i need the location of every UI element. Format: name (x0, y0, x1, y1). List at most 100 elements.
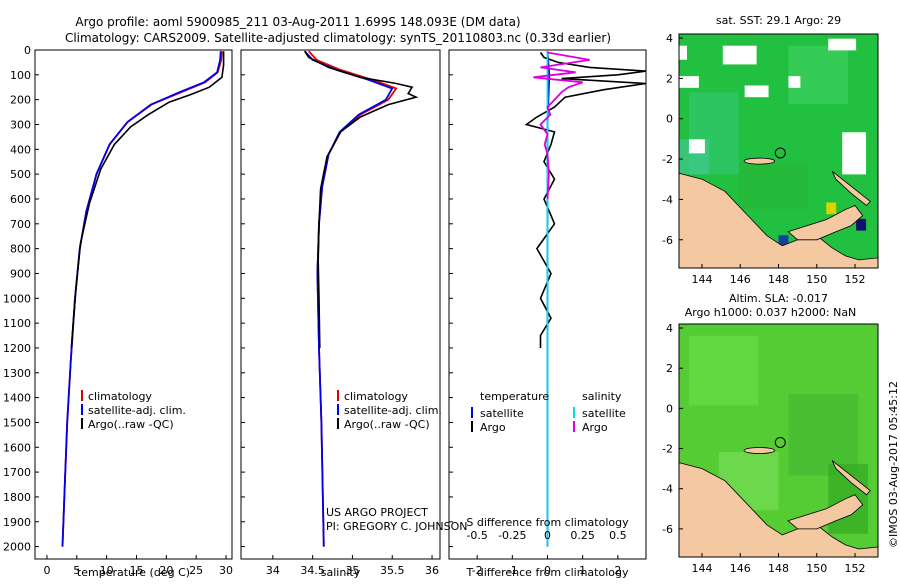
salinity-profile-panel: 34 34.5 35 35.5 36 salinity climatologysatelli… (240, 49, 442, 579)
legend-label: satellite (582, 407, 626, 420)
land-new-ireland (831, 170, 871, 207)
map-x-tick-label: 152 (845, 273, 866, 286)
pi-label: PI: GREGORY C. JOHNSON (326, 520, 467, 533)
map-x-tick-label: 146 (730, 562, 751, 575)
x-tick-label-T: -2 (472, 564, 483, 577)
y-tick-label: 1600 (3, 441, 31, 454)
legend-header-salinity: salinity (582, 390, 622, 403)
legend-label: satellite (480, 407, 524, 420)
map-x-tick-label: 144 (691, 562, 712, 575)
temperature-profile-series-2 (70, 51, 225, 349)
y-tick-label: 900 (10, 267, 31, 280)
field-patch (688, 335, 759, 406)
x-tick-label: 35 (345, 564, 359, 577)
difference-profile-panel: -2 -1 0 1 2 -0.5 -0.25 0 0.25 0.5S difference fro… (448, 49, 647, 579)
legend-label: Argo (480, 421, 506, 434)
map-x-tick-label: 148 (768, 273, 789, 286)
x-tick-label: 0 (43, 564, 50, 577)
map-x-tick-label: 152 (845, 562, 866, 575)
x-tick-label: 30 (219, 564, 233, 577)
legend-header-temperature: temperature (480, 390, 549, 403)
map-y-tick-label: -6 (662, 234, 673, 247)
missing-data-cell (688, 139, 705, 154)
salinity-profile-xlabel: salinity (321, 566, 361, 579)
cold-cell (778, 235, 789, 247)
land-new-ireland (831, 460, 871, 496)
difference-profile-series-1 (524, 52, 647, 348)
land-manus (743, 447, 776, 454)
y-tick-label: 700 (10, 218, 31, 231)
map-y-tick-label: -2 (662, 153, 673, 166)
y-tick-label: 1500 (3, 416, 31, 429)
temperature-profile-xlabel: temperature (deg C) (77, 566, 190, 579)
project-label: US ARGO PROJECT (326, 506, 428, 519)
x-tick-label: 15 (129, 564, 143, 577)
field-patch (788, 393, 859, 476)
x-tick-label-S: 0.25 (570, 529, 595, 542)
x-tick-label-T: 0 (544, 564, 551, 577)
title-line-2: Climatology: CARS2009. Satellite-adjuste… (65, 31, 611, 45)
y-tick-label: 0 (24, 44, 31, 57)
map-y-tick-label: 2 (666, 72, 673, 85)
y-tick-label: 100 (10, 69, 31, 82)
legend-label: Argo(..raw -QC) (88, 418, 174, 431)
temperature-profile-panel: 0100200300400500600700800900100011001200… (3, 44, 233, 579)
y-tick-label: 200 (10, 94, 31, 107)
x-tick-label: 34 (266, 564, 280, 577)
legend-label: Argo(..raw -QC) (344, 418, 430, 431)
map-y-tick-label: -4 (662, 193, 673, 206)
float-position-marker (774, 436, 786, 448)
missing-data-cell (744, 85, 769, 98)
sst-map-title: sat. SST: 29.1 Argo: 29 (716, 14, 841, 27)
y-tick-label: 800 (10, 243, 31, 256)
map-x-tick-label: 148 (768, 562, 789, 575)
difference-profile-series-3 (533, 51, 590, 200)
x-tick-label-S: -0.25 (498, 529, 526, 542)
map-y-tick-label: -6 (662, 523, 673, 536)
y-tick-label: 400 (10, 143, 31, 156)
map-x-tick-label: 150 (806, 562, 827, 575)
warm-cell (826, 202, 837, 215)
y-tick-label: 1400 (3, 392, 31, 405)
temperature-profile-series-1 (61, 51, 222, 547)
missing-data-cell (842, 132, 867, 175)
y-tick-label: 1900 (3, 516, 31, 529)
sla-map-subtitle: Argo h1000: 0.037 h2000: NaN (685, 306, 857, 319)
sla-map: 144 146 148 150 152 4 2 0 -2 -4 -6 Altim. SLA: -0.0… (662, 292, 879, 575)
legend-label: satellite-adj. clim. (88, 404, 186, 417)
x-tick-label-T: 1 (579, 564, 586, 577)
map-y-tick-label: 0 (666, 113, 673, 126)
field-patch (788, 45, 849, 105)
legend-label: climatology (344, 390, 408, 403)
y-tick-label: 300 (10, 118, 31, 131)
missing-data-cell (679, 76, 699, 88)
difference-xlabel: T difference from climatology (466, 566, 629, 579)
x-tick-label-T: -1 (507, 564, 518, 577)
map-x-tick-label: 144 (691, 273, 712, 286)
float-position-marker (774, 147, 786, 159)
map-x-tick-label: 150 (806, 273, 827, 286)
land-new-britain (787, 494, 864, 530)
x-tick-label: 35.5 (380, 564, 405, 577)
missing-data-cell (828, 38, 857, 51)
map-y-tick-label: -4 (662, 483, 673, 496)
map-y-tick-label: -2 (662, 443, 673, 456)
y-tick-label: 2000 (3, 541, 31, 554)
difference-xlabel-top: S difference from climatology (466, 516, 629, 529)
y-tick-label: 1700 (3, 466, 31, 479)
y-tick-label: 500 (10, 168, 31, 181)
temperature-profile-series-0 (61, 51, 223, 547)
y-tick-label: 1800 (3, 491, 31, 504)
y-tick-label: 1300 (3, 367, 31, 380)
cold-cell (856, 218, 867, 231)
x-tick-label: 10 (100, 564, 114, 577)
legend-label: satellite-adj. clim. (344, 404, 442, 417)
legend-label: climatology (88, 390, 152, 403)
sst-map: 144 146 148 150 152 4 2 0 -2 -4 -6 sat. SST: 29.1 A… (662, 14, 879, 286)
salinity-profile-series-2 (304, 50, 419, 349)
x-tick-label: 36 (425, 564, 439, 577)
salinity-profile-frame (240, 49, 441, 560)
map-x-tick-label: 146 (730, 273, 751, 286)
land-manus (743, 157, 776, 165)
y-tick-label: 1100 (3, 317, 31, 330)
